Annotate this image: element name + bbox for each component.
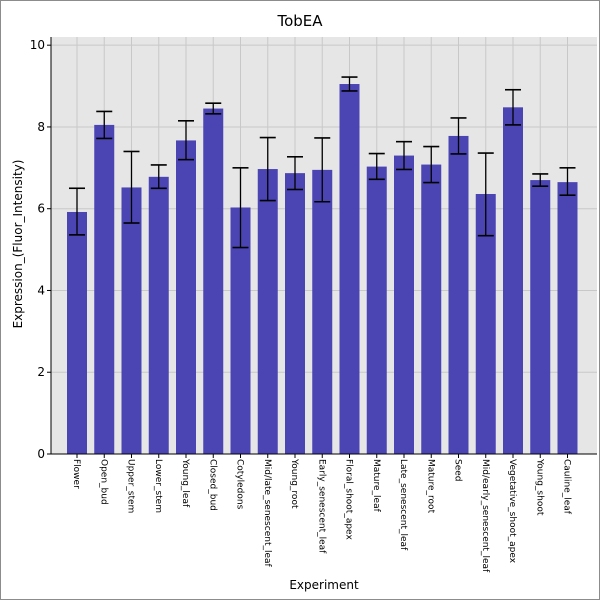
bar [339, 84, 360, 454]
bar [67, 211, 87, 454]
x-tick-label: Mature_root [425, 459, 435, 514]
y-tick-label: 8 [37, 120, 45, 134]
bar [121, 187, 142, 454]
x-tick-label: Late_senescent_leaf [398, 459, 408, 551]
y-axis: 0 2 4 6 8 10 [30, 37, 52, 461]
bar [366, 166, 387, 455]
bar [312, 169, 333, 454]
bar [394, 155, 414, 454]
x-tick-label: Upper_stem [126, 459, 136, 513]
y-tick-label: 2 [37, 365, 45, 379]
x-tick-label: Cauline_leaf [562, 459, 572, 515]
bars-group [67, 84, 578, 455]
bar [421, 164, 442, 454]
y-tick-label: 10 [30, 38, 45, 52]
x-tick-label: Mature_leaf [371, 459, 381, 513]
bar [148, 176, 169, 455]
bar [530, 180, 551, 454]
bar [176, 140, 196, 454]
x-tick-label: Open_bud [98, 459, 108, 505]
x-tick-label: Flower [71, 459, 81, 489]
y-tick-label: 6 [37, 202, 45, 216]
bar [448, 135, 469, 454]
bar [557, 182, 578, 454]
bar [230, 207, 251, 454]
x-tick-label: Cotyledons [235, 459, 245, 510]
x-tick-label: Mid/late_senescent_leaf [262, 459, 272, 568]
x-tick-label: Floral_shoot_apex [344, 459, 354, 540]
x-tick-label: Vegetative_shoot_apex [507, 459, 517, 564]
x-tick-label: Young_shoot [534, 458, 544, 516]
bar [285, 173, 305, 454]
bar [203, 108, 224, 454]
error-bars-group [69, 76, 576, 249]
bar [475, 193, 496, 455]
x-axis: Flower Open_bud Upper_stem Lower_stem Young_… [51, 453, 597, 573]
x-tick-label: Seed [453, 459, 463, 482]
bar [257, 169, 278, 455]
chart-title: TobEA [276, 12, 323, 30]
x-tick-label: Lower_stem [153, 459, 163, 513]
x-axis-label: Experiment [289, 578, 359, 592]
y-axis-label: Expression_(Fluor_Intensity) [11, 160, 25, 329]
x-tick-label: Mid/early_senescent_leaf [480, 459, 490, 573]
bar [503, 107, 523, 454]
y-tick-label: 4 [37, 283, 45, 297]
x-tick-label: Closed_bud [207, 459, 217, 511]
y-tick-label: 0 [37, 447, 45, 461]
x-tick-label: Early_senescent_leaf [316, 459, 326, 554]
bar [94, 124, 115, 454]
x-tick-label: Young_root [289, 458, 299, 509]
x-tick-label: Young_leaf [180, 458, 190, 508]
